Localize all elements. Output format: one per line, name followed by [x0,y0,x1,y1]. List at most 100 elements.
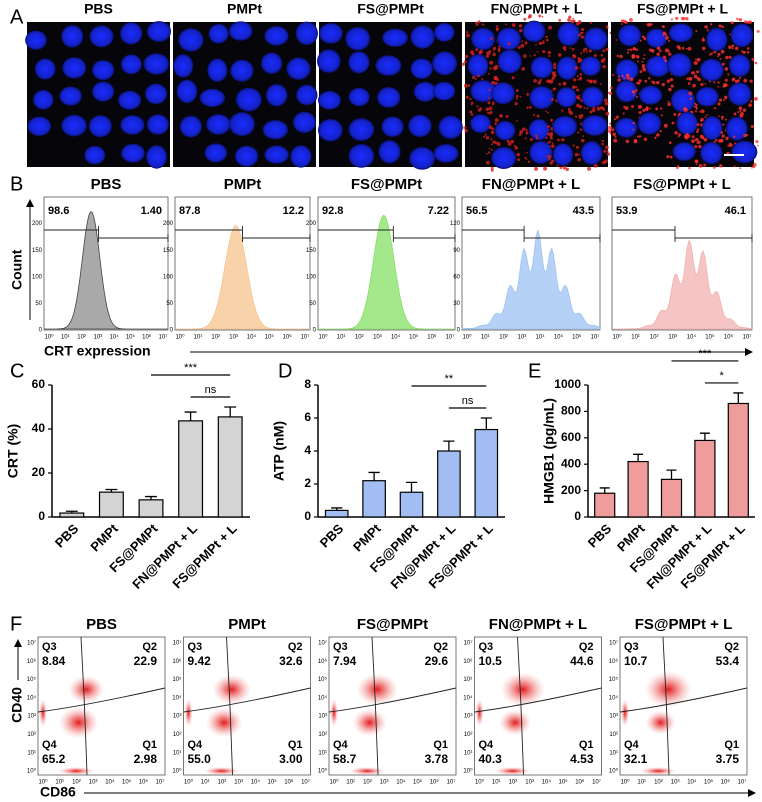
red-stain [733,165,736,168]
red-stain [688,166,691,170]
gate [175,226,311,242]
histogram-title: FS@PMPt [351,176,422,193]
density-blob [356,673,399,706]
nucleus [434,23,455,42]
red-stain [694,145,698,149]
red-stain [704,83,706,85]
x-tick-label: 10⁷ [738,779,747,786]
red-stain [536,50,539,53]
red-stain [713,81,716,84]
density-blob [494,767,531,775]
red-stain [485,152,488,155]
red-stain [721,62,725,66]
red-stain [549,140,552,143]
red-stain [613,118,616,121]
red-stain [506,139,510,143]
red-stain [666,79,671,83]
nucleus [471,27,496,51]
nucleus [234,145,259,167]
red-stain [574,85,578,89]
red-stain [505,114,509,118]
red-stain [545,38,549,42]
red-stain [574,66,579,70]
y-tick-label: 200 [163,221,174,227]
red-stain [625,73,630,78]
red-stain [582,50,585,53]
red-stain [738,17,743,22]
x-tick-label: 10² [72,780,81,786]
red-stain [639,70,643,74]
red-stain [620,19,625,23]
red-stain [576,95,580,99]
error-bar [480,417,492,430]
x-tick-label: 10⁰ [318,334,328,341]
x-tick-label: 10⁷ [301,334,310,341]
error-bar [184,411,197,421]
nucleus [143,53,170,75]
nucleus [470,80,497,103]
red-stain [510,139,515,144]
x-tick-label: 10⁴ [536,334,546,341]
gate-value: 1.40 [141,205,162,217]
y-tick-label: 120 [450,221,461,227]
y-tick-label: 150 [163,248,174,254]
red-stain [586,79,590,82]
nucleus [204,143,228,163]
x-tick-label: 10⁵ [554,334,564,341]
y-tick-label: 150 [306,248,317,254]
red-stain [694,137,699,142]
red-stain [469,97,472,101]
red-stain [710,52,713,55]
nucleus [378,140,401,164]
x-tick-label: 10⁵ [705,334,715,341]
red-stain [694,110,698,113]
nucleus [672,142,696,161]
red-stain [646,107,649,110]
red-stain [678,133,682,136]
y-tick-label: 2 [304,476,311,490]
x-tick-label: 10³ [229,335,238,341]
quadrant-name: Q1 [288,739,303,751]
y-tick-label: 50 [309,301,316,307]
red-stain [463,60,467,64]
red-stain [733,112,737,116]
nucleus [409,147,435,170]
nucleus [118,90,142,110]
error-bar [443,440,455,451]
red-stain [682,17,686,21]
red-stain [547,79,551,84]
quadrant-value: 65.2 [42,752,66,766]
red-stain [623,105,626,109]
x-tick-label: 10⁵ [267,779,277,786]
red-stain [484,133,487,136]
quadrant-name: Q2 [724,641,739,653]
red-stain [651,80,653,83]
y-tick-label: 10⁰ [172,768,182,775]
red-stain [725,136,729,141]
red-stain [576,88,580,92]
y-tick-label: 90 [453,248,460,254]
quadrant-name: Q2 [433,641,448,653]
red-stain [697,140,701,144]
red-stain [513,144,516,147]
red-stain [668,39,671,42]
red-stain [631,90,636,94]
red-stain [575,145,579,149]
red-stain [524,156,527,159]
red-stain [638,135,642,138]
y-tick-label: 10² [464,732,473,738]
x-tick-label: 10⁷ [156,779,165,786]
y-tick-label: 10⁶ [27,658,37,665]
nucleus [618,24,642,47]
red-stain [718,24,722,28]
red-stain [659,49,662,53]
x-tick-label: 10⁶ [283,334,293,341]
red-stain [492,49,495,52]
x-tick-label: 10⁷ [591,334,600,341]
red-stain [537,80,542,85]
nucleus [261,52,283,74]
red-stain [588,79,593,84]
y-tick-label: 10¹ [27,750,36,756]
red-stain [650,48,655,53]
